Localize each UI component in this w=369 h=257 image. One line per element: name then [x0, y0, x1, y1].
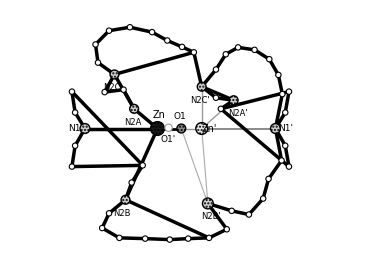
Text: O1': O1'	[161, 135, 176, 144]
Text: N1: N1	[68, 124, 81, 133]
Circle shape	[72, 143, 78, 148]
Circle shape	[127, 24, 132, 30]
Circle shape	[117, 235, 122, 241]
Circle shape	[283, 143, 288, 148]
Circle shape	[149, 30, 155, 35]
Circle shape	[196, 123, 208, 134]
Circle shape	[151, 122, 164, 135]
Circle shape	[142, 236, 148, 241]
Circle shape	[121, 195, 130, 204]
Text: O1: O1	[174, 112, 186, 121]
Circle shape	[140, 163, 145, 168]
Circle shape	[283, 110, 288, 115]
Circle shape	[224, 227, 230, 232]
Circle shape	[206, 235, 212, 241]
Circle shape	[286, 164, 292, 169]
Circle shape	[129, 180, 134, 185]
Circle shape	[72, 110, 78, 115]
Circle shape	[266, 57, 272, 62]
Text: N2A: N2A	[124, 118, 142, 127]
Circle shape	[218, 106, 224, 112]
Circle shape	[252, 47, 257, 52]
Circle shape	[130, 104, 138, 113]
Circle shape	[100, 225, 105, 231]
Circle shape	[186, 236, 191, 241]
Circle shape	[280, 91, 285, 97]
Circle shape	[179, 44, 185, 50]
Text: N1': N1'	[278, 124, 293, 133]
Circle shape	[121, 87, 126, 92]
Circle shape	[102, 89, 107, 95]
Text: N2C: N2C	[103, 84, 121, 93]
Circle shape	[279, 158, 284, 163]
Circle shape	[80, 124, 90, 133]
Circle shape	[266, 176, 271, 182]
Circle shape	[235, 45, 241, 50]
Circle shape	[261, 196, 266, 201]
Text: N2B': N2B'	[201, 213, 221, 222]
Circle shape	[203, 198, 213, 209]
Circle shape	[270, 124, 280, 133]
Circle shape	[177, 124, 186, 133]
Circle shape	[69, 164, 75, 169]
Circle shape	[106, 28, 112, 33]
Circle shape	[246, 212, 252, 217]
Circle shape	[213, 95, 219, 100]
Circle shape	[213, 67, 219, 72]
Circle shape	[223, 52, 228, 57]
Circle shape	[197, 82, 206, 91]
Circle shape	[95, 60, 101, 65]
Circle shape	[286, 89, 292, 94]
Text: N2B: N2B	[113, 209, 131, 218]
Circle shape	[106, 210, 112, 216]
Circle shape	[69, 89, 75, 94]
Text: N2A': N2A'	[228, 109, 248, 118]
Circle shape	[93, 42, 98, 47]
Circle shape	[191, 50, 197, 55]
Circle shape	[110, 70, 119, 79]
Circle shape	[276, 72, 281, 78]
Text: Zn: Zn	[152, 110, 165, 120]
Circle shape	[229, 208, 234, 214]
Circle shape	[165, 124, 172, 131]
Text: Zn': Zn'	[201, 124, 217, 133]
Circle shape	[165, 38, 170, 43]
Circle shape	[167, 237, 172, 242]
Text: N2C': N2C'	[191, 96, 210, 105]
Circle shape	[229, 96, 238, 105]
